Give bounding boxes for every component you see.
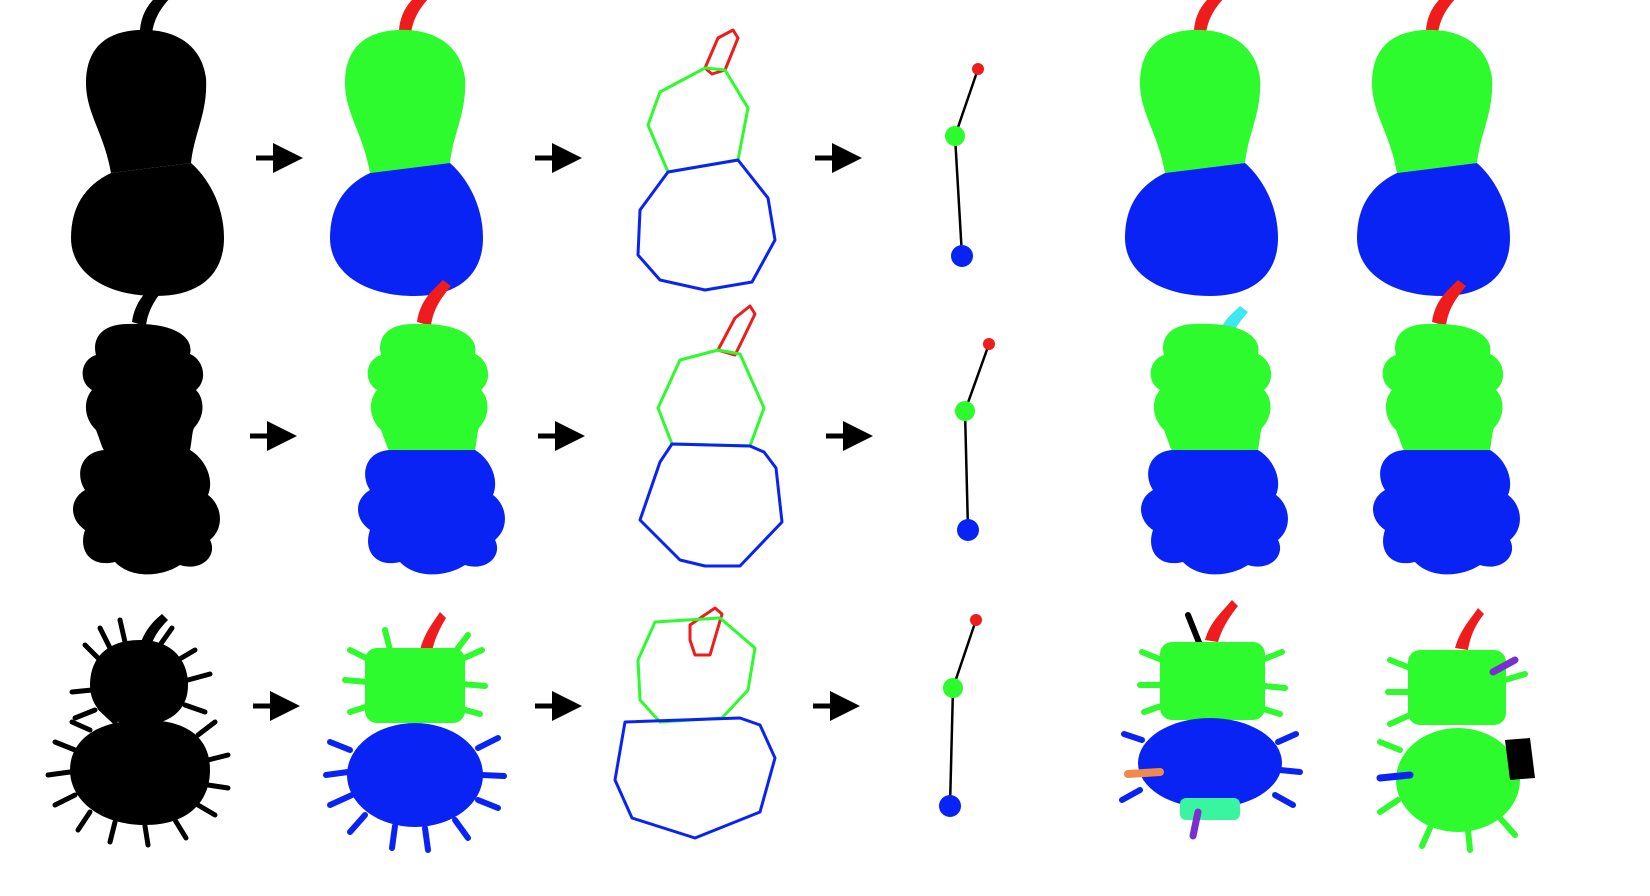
convex-outline-panel [638,304,784,568]
convex-outline-panel [613,606,777,840]
result-b-panel [1372,280,1520,575]
skeleton-graph-panel [939,614,982,817]
skeleton-graph-panel [955,338,995,541]
node-bottom [957,519,979,541]
hair-strands [45,617,231,848]
skeleton-graph-panel [945,63,984,267]
node-top [945,126,965,146]
result-a-panel [1125,0,1278,296]
segmentation-panel [323,612,507,853]
result-a-panel [1119,600,1303,840]
segmentation-panel [330,0,483,296]
silhouette-panel [71,0,224,296]
node-top [943,678,963,698]
result-b-panel [1357,0,1510,296]
row-smooth [71,0,1510,296]
result-b-panel [1376,608,1535,853]
row-hairy [45,600,1535,853]
result-a-panel [1140,306,1288,575]
node-stem [970,614,982,626]
node-bottom [951,245,973,267]
node-stem [983,338,995,350]
silhouette-panel [70,614,210,825]
node-bottom [939,795,961,817]
segmentation-panel [357,280,505,575]
node-stem [972,63,984,75]
silhouette-panel [72,280,220,575]
row-wavy [72,280,1520,575]
convex-outline-panel [636,28,777,292]
node-top [955,401,975,421]
